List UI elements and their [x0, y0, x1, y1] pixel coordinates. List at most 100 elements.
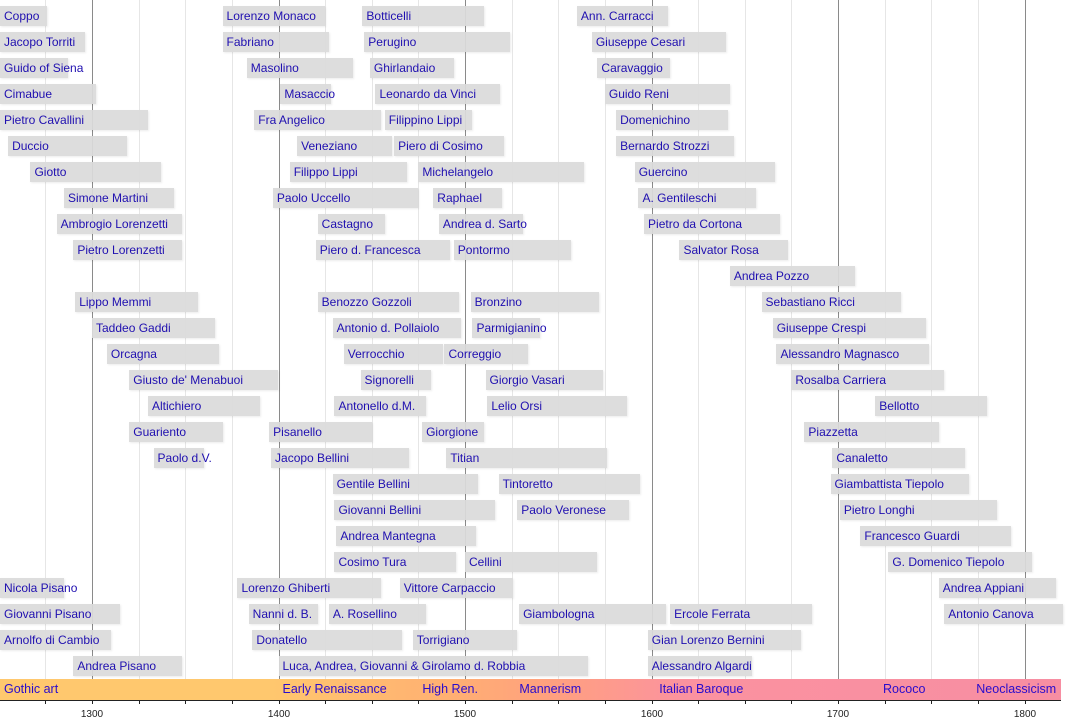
artist-bar[interactable]: Pietro Longhi [839, 500, 997, 520]
artist-name-link[interactable]: Nanni d. B. [252, 607, 313, 621]
artist-bar[interactable]: Piero di Cosimo [394, 136, 505, 156]
artist-bar[interactable]: Perugino [364, 32, 510, 52]
artist-name-link[interactable]: Ercole Ferrata [674, 607, 751, 621]
artist-name-link[interactable]: A. Rosellino [332, 607, 397, 621]
artist-name-link[interactable]: Leonardo da Vinci [379, 87, 476, 101]
artist-name-link[interactable]: Botticelli [366, 9, 412, 23]
artist-name-link[interactable]: Guariento [133, 425, 186, 439]
artist-bar[interactable]: Tintoretto [498, 474, 641, 494]
artist-name-link[interactable]: Paolo Uccello [276, 191, 351, 205]
artist-name-link[interactable]: Donatello [256, 633, 308, 647]
artist-name-link[interactable]: Giotto [34, 165, 67, 179]
artist-name-link[interactable]: Torrigiano [416, 633, 470, 647]
artist-bar[interactable]: Andrea Appiani [938, 578, 1057, 598]
artist-name-link[interactable]: Lippo Memmi [79, 295, 152, 309]
artist-name-link[interactable]: Pietro Lorenzetti [77, 243, 165, 257]
artist-bar[interactable]: Paolo Veronese [517, 500, 630, 520]
artist-bar[interactable]: Piero d. Francesca [315, 240, 451, 260]
artist-bar[interactable]: Michelangelo [418, 162, 585, 182]
artist-name-link[interactable]: Jacopo Bellini [275, 451, 350, 465]
artist-name-link[interactable]: Cosimo Tura [338, 555, 407, 569]
artist-bar[interactable]: Titian [446, 448, 607, 468]
artist-name-link[interactable]: Rosalba Carriera [795, 373, 887, 387]
artist-bar[interactable]: Alessandro Magnasco [776, 344, 930, 364]
artist-bar[interactable]: Giusto de' Menabuoi [129, 370, 279, 390]
artist-bar[interactable]: G. Domenico Tiepolo [888, 552, 1032, 572]
artist-name-link[interactable]: Bellotto [879, 399, 920, 413]
artist-bar[interactable]: Nicola Pisano [0, 578, 77, 598]
artist-name-link[interactable]: Giuseppe Crespi [776, 321, 867, 335]
artist-bar[interactable]: Canaletto [832, 448, 965, 468]
artist-name-link[interactable]: Altichiero [151, 399, 202, 413]
era-label[interactable]: High Ren. [422, 682, 478, 696]
artist-bar[interactable]: Guido of Siena [0, 58, 83, 78]
artist-bar[interactable]: Verrocchio [343, 344, 443, 364]
artist-name-link[interactable]: Guido Reni [608, 87, 669, 101]
artist-name-link[interactable]: A. Gentileschi [642, 191, 717, 205]
artist-bar[interactable]: Andrea d. Sarto [438, 214, 527, 234]
artist-bar[interactable]: Paolo Uccello [272, 188, 419, 208]
artist-bar[interactable]: Lorenzo Ghiberti [237, 578, 382, 598]
artist-bar[interactable]: Andrea Pozzo [729, 266, 855, 286]
artist-bar[interactable]: Guercino [634, 162, 775, 182]
artist-name-link[interactable]: Gian Lorenzo Bernini [651, 633, 765, 647]
artist-bar[interactable]: Leonardo da Vinci [375, 84, 501, 104]
artist-bar[interactable]: Ghirlandaio [369, 58, 454, 78]
artist-bar[interactable]: Salvator Rosa [679, 240, 788, 260]
artist-name-link[interactable]: Antonello d.M. [338, 399, 416, 413]
artist-name-link[interactable]: Antonio d. Pollaiolo [336, 321, 440, 335]
artist-name-link[interactable]: Jacopo Torriti [4, 35, 76, 49]
artist-bar[interactable]: Simone Martini [64, 188, 175, 208]
artist-bar[interactable]: Masaccio [280, 84, 335, 104]
artist-name-link[interactable]: Pontormo [457, 243, 510, 257]
artist-bar[interactable]: Pietro da Cortona [644, 214, 781, 234]
artist-bar[interactable]: Masolino [246, 58, 354, 78]
artist-bar[interactable]: Nanni d. B. [248, 604, 318, 624]
artist-bar[interactable]: Guariento [129, 422, 223, 442]
artist-name-link[interactable]: Alessandro Algardi [651, 659, 752, 673]
artist-name-link[interactable]: Domenichino [620, 113, 691, 127]
artist-bar[interactable]: Jacopo Bellini [271, 448, 410, 468]
artist-name-link[interactable]: Guercino [638, 165, 688, 179]
artist-bar[interactable]: Duccio [8, 136, 128, 156]
artist-bar[interactable]: Filippino Lippi [384, 110, 473, 130]
artist-bar[interactable]: Piazzetta [804, 422, 939, 442]
era-label[interactable]: Rococo [883, 682, 926, 696]
artist-bar[interactable]: Rosalba Carriera [791, 370, 945, 390]
artist-name-link[interactable]: Simone Martini [68, 191, 149, 205]
artist-bar[interactable]: Paolo d.V. [153, 448, 212, 468]
artist-bar[interactable]: Guido Reni [604, 84, 730, 104]
era-label[interactable]: Italian Baroque [659, 682, 744, 696]
artist-bar[interactable]: Lelio Orsi [487, 396, 628, 416]
artist-bar[interactable]: Vittore Carpaccio [399, 578, 514, 598]
artist-name-link[interactable]: Fra Angelico [258, 113, 325, 127]
era-label[interactable]: Mannerism [519, 682, 582, 696]
artist-name-link[interactable]: Lelio Orsi [491, 399, 543, 413]
artist-name-link[interactable]: Antonio Canova [948, 607, 1034, 621]
artist-name-link[interactable]: Benozzo Gozzoli [321, 295, 412, 309]
artist-name-link[interactable]: Lorenzo Monaco [226, 9, 316, 23]
artist-bar[interactable]: Ercole Ferrata [670, 604, 812, 624]
artist-bar[interactable]: Ambrogio Lorenzetti [56, 214, 182, 234]
artist-bar[interactable]: Alessandro Algardi [647, 656, 753, 676]
artist-bar[interactable]: Giorgio Vasari [485, 370, 603, 390]
artist-name-link[interactable]: Castagno [321, 217, 374, 231]
artist-bar[interactable]: Pisanello [269, 422, 372, 442]
artist-name-link[interactable]: Cellini [469, 555, 502, 569]
artist-bar[interactable]: Donatello [252, 630, 402, 650]
artist-name-link[interactable]: Signorelli [364, 373, 414, 387]
artist-bar[interactable]: Castagno [317, 214, 385, 234]
artist-bar[interactable]: Andrea Mantegna [336, 526, 477, 546]
artist-bar[interactable]: Jacopo Torriti [0, 32, 85, 52]
artist-bar[interactable]: Gian Lorenzo Bernini [647, 630, 801, 650]
artist-name-link[interactable]: Filippino Lippi [388, 113, 463, 127]
artist-bar[interactable]: Bronzino [470, 292, 600, 312]
artist-bar[interactable]: Gentile Bellini [332, 474, 479, 494]
artist-name-link[interactable]: Titian [450, 451, 480, 465]
artist-name-link[interactable]: Giovanni Bellini [338, 503, 422, 517]
artist-name-link[interactable]: Alessandro Magnasco [780, 347, 900, 361]
artist-name-link[interactable]: Pietro Cavallini [4, 113, 85, 127]
artist-bar[interactable]: Lorenzo Monaco [222, 6, 326, 26]
artist-name-link[interactable]: Pietro Longhi [843, 503, 915, 517]
artist-bar[interactable]: Pietro Lorenzetti [73, 240, 182, 260]
